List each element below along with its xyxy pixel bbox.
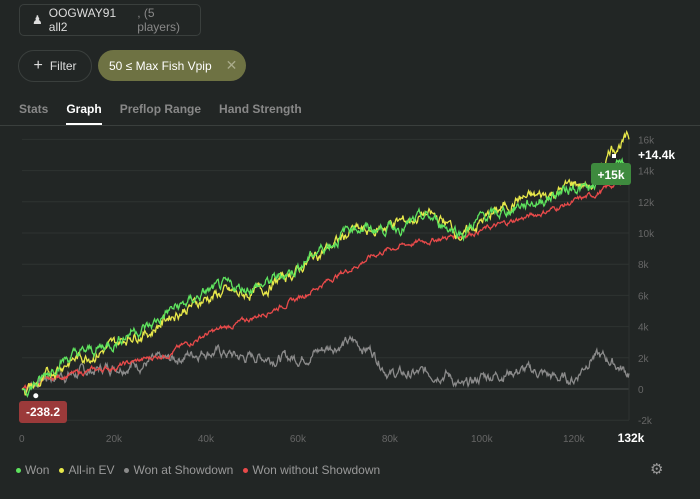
add-filter-button[interactable]: + Filter <box>18 50 92 82</box>
x-tick-label: 120k <box>563 434 586 445</box>
tab-preflop-range[interactable]: Preflop Range <box>119 102 202 116</box>
x-tick-label: 80k <box>382 434 399 445</box>
x-end-label: 132k <box>618 431 645 445</box>
min-label-box <box>19 401 67 423</box>
player-name: OOGWAY91 all2 <box>48 6 117 34</box>
min-point-marker <box>33 393 39 399</box>
tab-divider <box>0 125 700 126</box>
y-tick-label: -2k <box>638 416 653 427</box>
allin-end-label-box <box>591 163 631 185</box>
player-count: , (5 players) <box>137 6 180 34</box>
legend: Won All-in EV Won at Showdown Won withou… <box>16 463 380 477</box>
close-icon[interactable]: ✕ <box>225 57 238 73</box>
allin-end-label: +15k <box>597 168 624 182</box>
series-line-won <box>21 157 630 398</box>
y-tick-label: 10k <box>638 229 655 240</box>
series-line-won-at-showdown <box>21 334 630 395</box>
filter-label: Filter <box>49 59 77 73</box>
legend-won-at-showdown[interactable]: Won at Showdown <box>124 463 233 477</box>
x-tick-label: 40k <box>198 434 215 445</box>
x-tick-label: 60k <box>290 434 307 445</box>
min-label: -238.2 <box>26 405 60 419</box>
filter-chip[interactable]: 50 ≤ Max Fish Vpip ✕ <box>98 50 246 81</box>
won-end-label: +14.4k <box>638 148 675 162</box>
x-tick-label: 20k <box>106 434 123 445</box>
y-tick-label: 8k <box>638 260 650 271</box>
tab-graph[interactable]: Graph <box>66 102 102 125</box>
player-selector[interactable]: ♟ OOGWAY91 all2 , (5 players) <box>19 4 201 36</box>
y-tick-label: 2k <box>638 354 650 365</box>
y-tick-label: 6k <box>638 291 650 302</box>
legend-won[interactable]: Won <box>16 463 49 477</box>
plus-icon: + <box>33 57 43 74</box>
series-line-all-in-ev <box>21 129 630 396</box>
y-tick-label: 14k <box>638 167 655 178</box>
x-tick-label: 100k <box>471 434 494 445</box>
legend-allin-ev[interactable]: All-in EV <box>59 463 114 477</box>
series-line-won-without-showdown <box>21 179 630 391</box>
user-group-icon: ♟ <box>32 13 43 27</box>
tab-hand-strength[interactable]: Hand Strength <box>219 102 302 116</box>
y-tick-label: 12k <box>638 198 655 209</box>
y-tick-label: 0 <box>638 385 644 396</box>
x-tick-label: 0 <box>19 434 25 445</box>
filter-chip-label: 50 ≤ Max Fish Vpip <box>109 58 212 73</box>
gear-icon[interactable]: ⚙ <box>650 461 664 478</box>
profit-graph[interactable]: 16k 14k 12k 10k 8k 6k 4k 2k 0 -2k 0 20k 40k 60k 80k 100… <box>0 0 700 460</box>
allin-marker <box>612 154 616 158</box>
tab-stats[interactable]: Stats <box>19 102 49 116</box>
legend-won-without-showdown[interactable]: Won without Showdown <box>243 463 380 477</box>
y-tick-label: 4k <box>638 323 650 334</box>
y-tick-label: 16k <box>638 135 655 146</box>
